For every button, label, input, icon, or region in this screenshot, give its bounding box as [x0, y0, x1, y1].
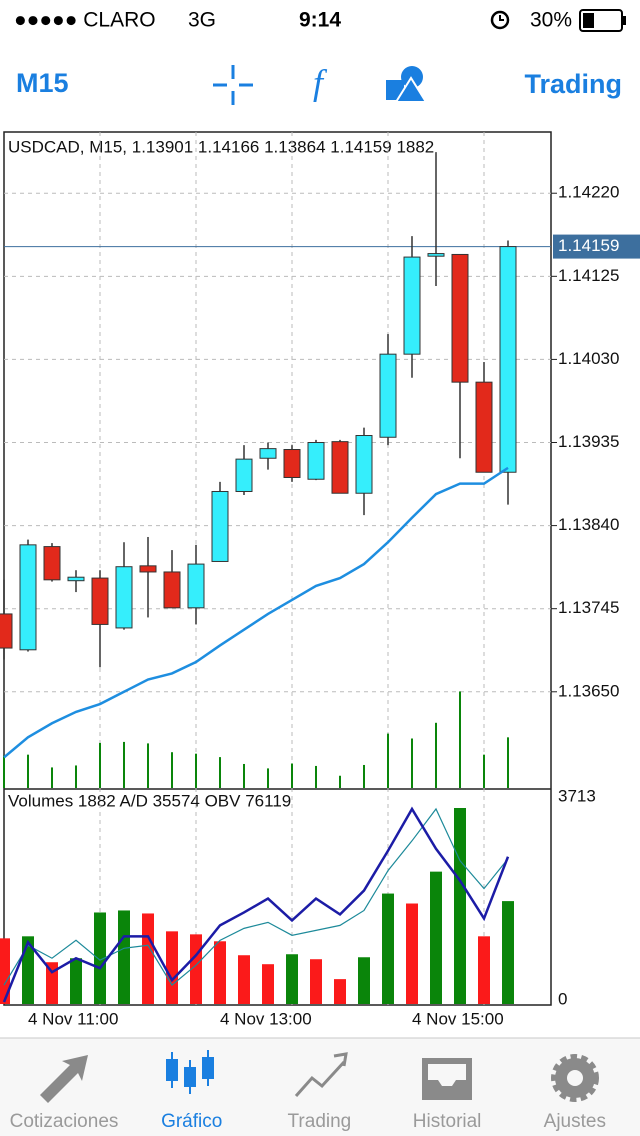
nav-tab[interactable]: Gráfico	[161, 1111, 222, 1132]
crosshair-button[interactable]	[213, 65, 253, 105]
network: 3G	[188, 9, 216, 32]
alarm-icon	[490, 10, 510, 30]
y-tick-label: 1.14030	[558, 349, 619, 368]
trading-icon	[294, 1052, 348, 1097]
y-tick-label: 3713	[558, 786, 596, 805]
candle-body	[451, 253, 469, 383]
volume-bar	[22, 936, 34, 1004]
volume-bar	[70, 958, 82, 1004]
y-tick-label: 1.13840	[558, 515, 619, 534]
chart-header: USDCAD, M15, 1.13901 1.14166 1.13864 1.1…	[8, 137, 434, 156]
volume-header: Volumes 1882 A/D 35574 OBV 76119	[8, 791, 291, 810]
volume-bar	[0, 938, 10, 1004]
candle-body	[43, 546, 61, 581]
candle-body	[211, 490, 229, 562]
battery-level: 30%	[530, 9, 572, 32]
volume-bar	[238, 955, 250, 1004]
volume-bar	[262, 964, 274, 1004]
volume-bar	[118, 910, 130, 1004]
candle-body	[67, 576, 85, 582]
volume-bar	[454, 807, 466, 1004]
nav-tab[interactable]: Trading	[288, 1111, 352, 1132]
indicators-button[interactable]: f	[313, 62, 328, 102]
tab-bar	[0, 1038, 640, 1136]
y-tick-label: 1.13650	[558, 681, 619, 700]
candle-body	[331, 441, 349, 494]
timeframe-button[interactable]: M15	[16, 68, 69, 98]
volume-bar	[166, 931, 178, 1004]
objects-button[interactable]	[386, 66, 428, 103]
candle-body	[0, 613, 13, 649]
candle-body	[139, 565, 157, 573]
ad-line	[3, 807, 509, 986]
y-tick-label: 1.13745	[558, 598, 619, 617]
quotes-icon	[40, 1055, 88, 1103]
candle-body	[259, 448, 277, 459]
candle-body	[283, 449, 301, 478]
y-tick-label: 1.14125	[558, 266, 619, 285]
history-icon	[422, 1058, 472, 1100]
volume-bar	[334, 979, 346, 1004]
candle-body	[307, 442, 325, 480]
chart-frame	[3, 131, 552, 1006]
volume-bar	[46, 962, 58, 1004]
candle-body	[115, 566, 133, 629]
clock: 9:14	[299, 9, 341, 32]
volume-bar	[358, 957, 370, 1004]
x-tick-label: 4 Nov 11:00	[28, 1009, 118, 1028]
y-tick-label: 0	[558, 989, 567, 1008]
candle-body	[499, 246, 517, 473]
trading-button[interactable]: Trading	[524, 69, 622, 99]
battery-icon	[579, 9, 626, 32]
candle-body	[235, 458, 253, 492]
volume-bar	[94, 912, 106, 1004]
candle-body	[19, 544, 37, 651]
candle-body	[187, 563, 205, 609]
volume-bar	[478, 936, 490, 1004]
candle-body	[355, 435, 373, 494]
moving-average	[3, 466, 509, 759]
nav-tab[interactable]: Cotizaciones	[10, 1111, 119, 1132]
settings-icon	[551, 1054, 599, 1102]
carrier: ●●●●● CLARO	[14, 9, 156, 32]
volume-bar	[142, 913, 154, 1004]
volume-bar	[502, 901, 514, 1004]
obv-line	[2, 806, 510, 1003]
volume-bar	[286, 954, 298, 1004]
volume-bar	[382, 893, 394, 1004]
candle-body	[475, 381, 493, 473]
y-tick-label: 1.14220	[558, 183, 619, 202]
volume-bar	[430, 871, 442, 1004]
chart-icon	[166, 1050, 214, 1094]
volume-bar	[214, 941, 226, 1004]
nav-tab[interactable]: Ajustes	[544, 1111, 606, 1132]
candle-body	[403, 256, 421, 355]
candle-body	[379, 353, 397, 438]
candle-body	[163, 571, 181, 609]
price-tag-label: 1.14159	[558, 236, 619, 255]
y-tick-label: 1.13935	[558, 432, 619, 451]
volume-bar	[310, 959, 322, 1004]
candle-body	[91, 577, 109, 625]
nav-tab[interactable]: Historial	[413, 1111, 482, 1132]
price-tag	[553, 234, 640, 259]
x-tick-label: 4 Nov 15:00	[412, 1009, 504, 1028]
candle-body	[427, 253, 445, 257]
x-tick-label: 4 Nov 13:00	[220, 1009, 312, 1028]
volume-bar	[406, 903, 418, 1004]
